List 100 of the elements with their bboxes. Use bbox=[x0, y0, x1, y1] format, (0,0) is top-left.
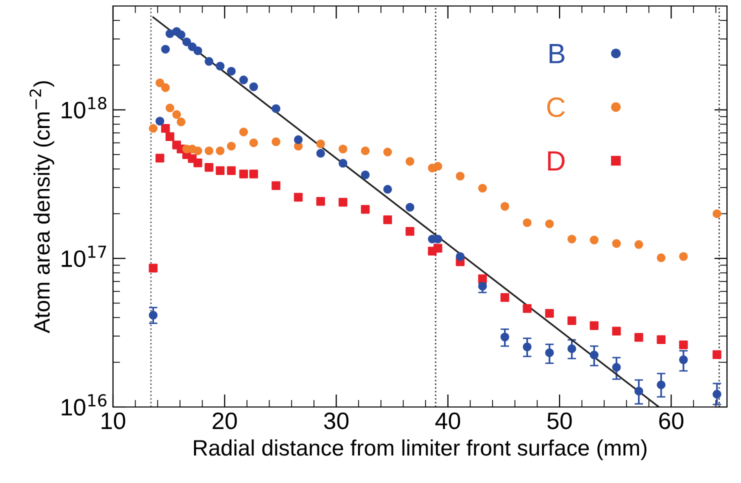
point bbox=[360, 146, 370, 156]
point bbox=[567, 234, 576, 244]
point bbox=[478, 184, 487, 193]
point bbox=[226, 166, 236, 175]
point bbox=[406, 157, 414, 166]
point bbox=[216, 166, 225, 175]
point bbox=[433, 162, 442, 171]
point bbox=[239, 128, 248, 136]
y-tick-label: 10$^{17}$ bbox=[62, 246, 106, 268]
point bbox=[406, 227, 414, 236]
x-tick-label: 50 bbox=[547, 412, 572, 430]
point bbox=[456, 172, 465, 180]
point bbox=[193, 46, 202, 56]
point bbox=[148, 264, 158, 273]
point bbox=[272, 181, 280, 190]
x-tick-label: 60 bbox=[659, 412, 684, 430]
point bbox=[338, 198, 348, 207]
point bbox=[478, 282, 487, 291]
point bbox=[679, 252, 688, 261]
point bbox=[166, 104, 174, 112]
point bbox=[272, 137, 280, 146]
point bbox=[316, 148, 326, 158]
point bbox=[166, 132, 174, 142]
point bbox=[360, 204, 370, 214]
point bbox=[338, 158, 348, 168]
point bbox=[612, 362, 621, 372]
point bbox=[656, 335, 666, 344]
point bbox=[216, 62, 225, 70]
point bbox=[193, 158, 202, 168]
point bbox=[204, 56, 214, 66]
point bbox=[634, 333, 644, 342]
point bbox=[590, 350, 599, 360]
point bbox=[148, 310, 158, 320]
point bbox=[545, 348, 554, 358]
point bbox=[522, 218, 532, 228]
point bbox=[383, 215, 392, 224]
point bbox=[545, 308, 554, 318]
point bbox=[612, 239, 621, 248]
point bbox=[500, 332, 510, 342]
point bbox=[679, 340, 688, 350]
point bbox=[656, 380, 666, 390]
point bbox=[522, 304, 532, 313]
point bbox=[294, 135, 303, 144]
point bbox=[612, 326, 621, 336]
point bbox=[161, 44, 170, 54]
point bbox=[216, 146, 225, 156]
point bbox=[166, 29, 174, 38]
point bbox=[656, 253, 666, 262]
point bbox=[182, 37, 192, 46]
point bbox=[249, 170, 258, 178]
legend-label: C bbox=[547, 97, 565, 118]
point bbox=[712, 209, 722, 218]
point bbox=[712, 350, 722, 360]
y-tick-label: 10$^{18}$ bbox=[62, 96, 106, 118]
point bbox=[148, 124, 158, 133]
point bbox=[590, 321, 599, 330]
point bbox=[172, 110, 182, 119]
x-axis-title: Radial distance from limiter front surface (mm) bbox=[194, 439, 646, 460]
point bbox=[567, 316, 576, 326]
point bbox=[679, 355, 688, 364]
legend-label: B bbox=[550, 44, 564, 64]
point bbox=[176, 30, 186, 40]
y-axis-title: Atom area density (cm$^{−2}$) bbox=[30, 81, 54, 334]
point bbox=[500, 293, 510, 302]
point bbox=[383, 184, 392, 194]
point bbox=[188, 42, 197, 52]
point bbox=[239, 170, 248, 178]
point bbox=[156, 154, 164, 163]
x-tick-label: 40 bbox=[435, 412, 460, 430]
point bbox=[406, 202, 414, 212]
point bbox=[338, 144, 348, 154]
point bbox=[249, 138, 258, 148]
point bbox=[193, 146, 202, 156]
point bbox=[272, 104, 280, 113]
point bbox=[226, 66, 236, 76]
point bbox=[634, 386, 644, 396]
point bbox=[500, 202, 510, 211]
point bbox=[712, 390, 722, 399]
point bbox=[316, 197, 326, 206]
legend-label: D bbox=[548, 151, 565, 171]
point bbox=[226, 142, 236, 150]
point bbox=[294, 192, 303, 202]
point bbox=[360, 170, 370, 180]
point bbox=[161, 124, 170, 133]
point bbox=[433, 244, 442, 253]
point bbox=[456, 252, 465, 261]
point bbox=[522, 342, 532, 352]
point bbox=[545, 219, 554, 228]
point bbox=[239, 76, 248, 84]
point bbox=[176, 118, 186, 126]
x-tick-label: 30 bbox=[324, 412, 348, 430]
x-tick-label: 20 bbox=[212, 412, 237, 430]
point bbox=[634, 240, 644, 249]
point bbox=[156, 116, 164, 126]
x-tick-label: 10 bbox=[102, 412, 126, 430]
point bbox=[316, 140, 326, 148]
point bbox=[383, 148, 392, 156]
point bbox=[204, 163, 214, 172]
point bbox=[567, 344, 576, 354]
point bbox=[204, 146, 214, 156]
